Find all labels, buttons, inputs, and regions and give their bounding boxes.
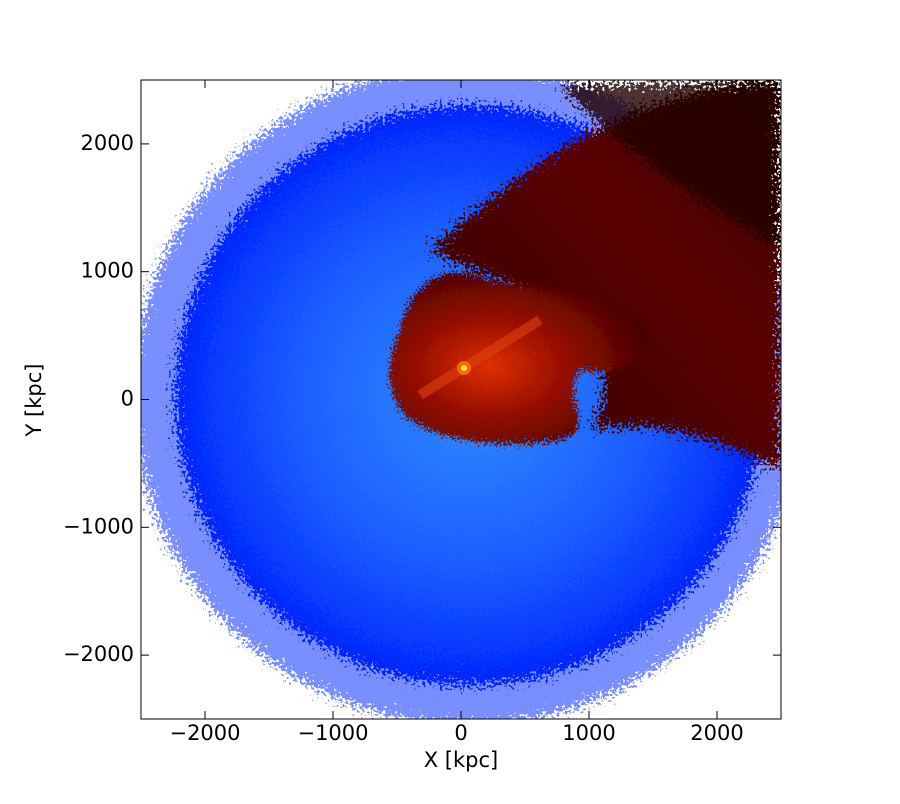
y-tick-label: 0	[121, 387, 134, 411]
y-tick-label: −1000	[63, 514, 134, 538]
x-tick-label: 2000	[690, 721, 743, 745]
density-image	[141, 80, 781, 719]
x-tick-label: −1000	[297, 721, 368, 745]
x-axis-label: X [kpc]	[424, 748, 498, 772]
x-tick-label: 1000	[562, 721, 615, 745]
y-axis-label: Y [kpc]	[22, 364, 46, 438]
x-tick-label: 0	[454, 721, 467, 745]
x-tick-label: −2000	[169, 721, 240, 745]
y-tick-label: 1000	[81, 259, 134, 283]
y-tick-label: −2000	[63, 642, 134, 666]
y-tick-label: 2000	[81, 131, 134, 155]
